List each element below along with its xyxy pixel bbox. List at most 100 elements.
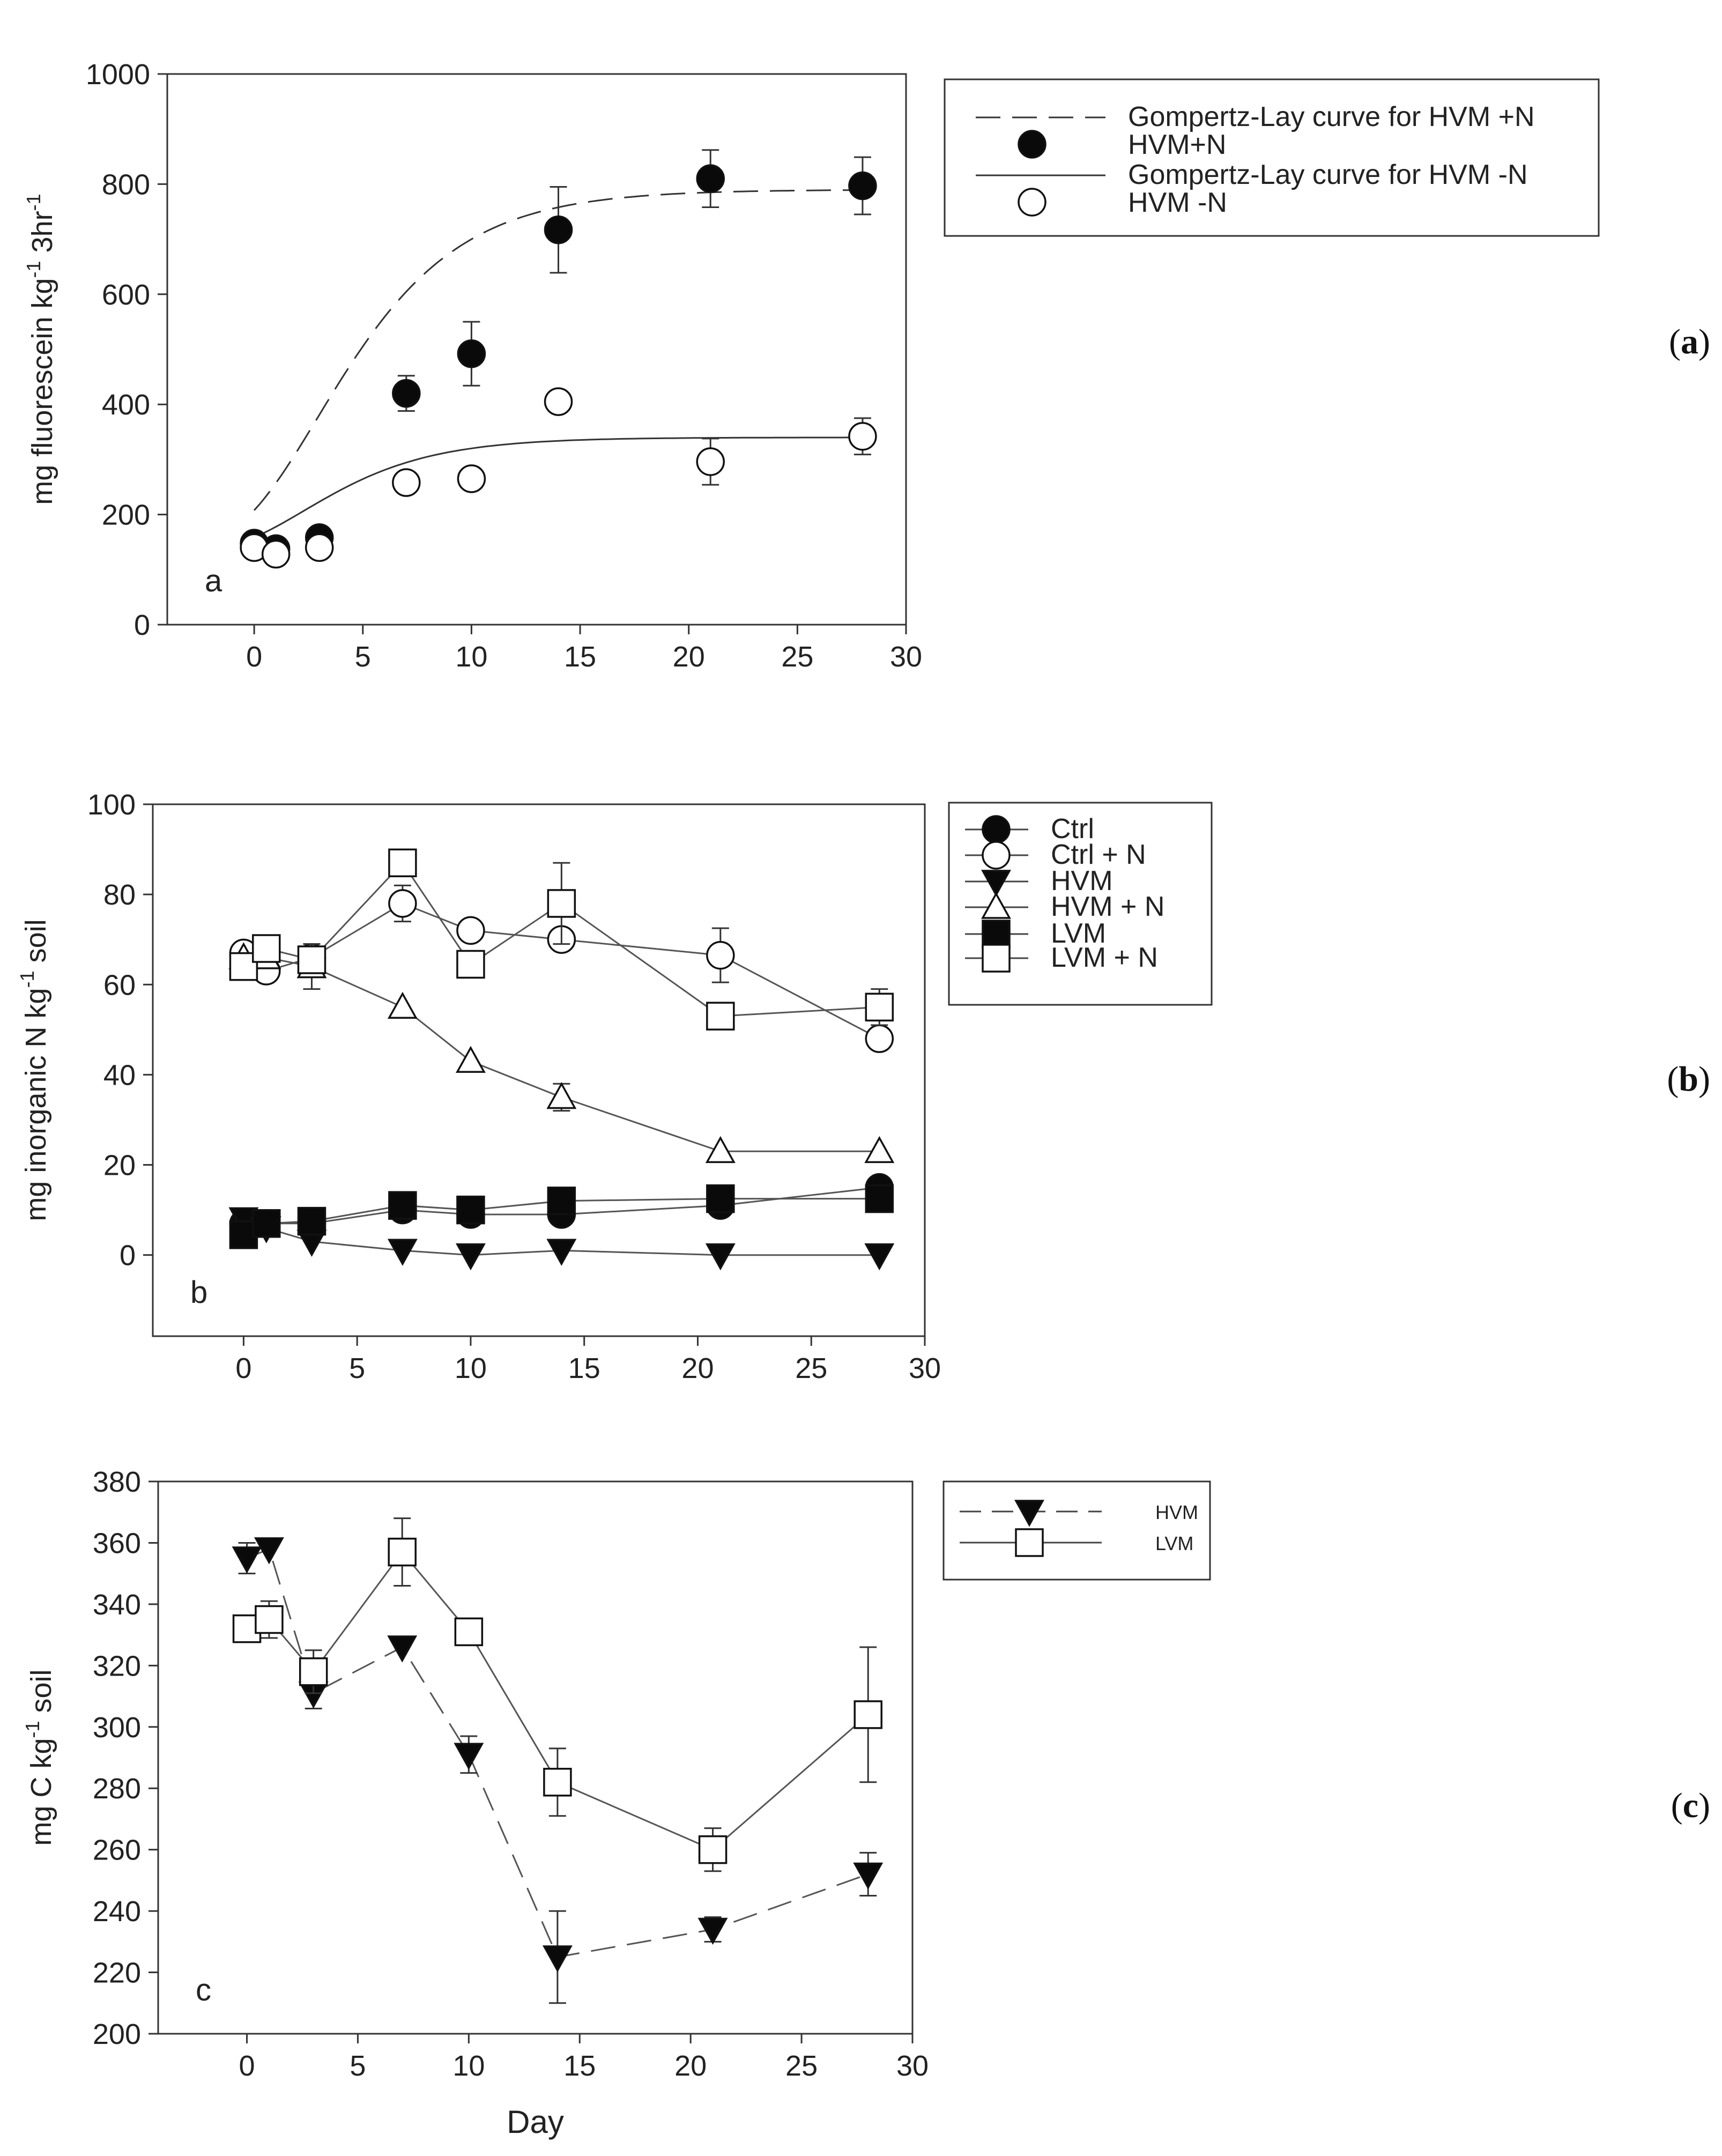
panel-caption-b: (b) [1667,1059,1710,1100]
data-point [456,950,485,979]
y-axis-label-superscript: -1 [21,1721,43,1738]
data-point [853,1700,882,1729]
data-point [392,468,421,497]
y-axis-label-text: mg fluorescein kg [26,278,58,505]
y-tick-label: 600 [102,279,150,311]
data-point [864,1243,895,1271]
data-point [696,447,725,476]
data-point [546,1239,577,1266]
y-tick-label: 240 [93,1895,141,1928]
data-point [696,164,725,193]
y-axis-label-superscript: -1 [16,970,38,988]
data-point [547,1187,576,1216]
panel-caption-a-open: ( [1669,322,1681,361]
y-axis-label: mg C kg-1 soil [21,1669,57,1846]
y-tick-label: 200 [93,2018,141,2050]
data-point [848,171,877,201]
y-tick-label: 20 [103,1150,136,1182]
y-axis-label-text: mg inorganic N kg [20,988,52,1221]
x-tick-label: 0 [246,641,262,673]
data-point [456,916,485,945]
legend-label: HVM [1155,1501,1198,1523]
y-tick-label: 300 [93,1712,141,1744]
data-point [865,1024,894,1053]
x-tick-label: 0 [235,1352,251,1384]
x-tick-label: 30 [909,1352,941,1384]
y-tick-label: 360 [93,1527,141,1559]
y-tick-label: 1000 [86,58,150,91]
legend-marker-symbol [981,892,1011,919]
panel-caption-a-close: ) [1698,322,1710,361]
y-tick-label: 200 [102,499,150,531]
legend-label: HVM -N [1128,187,1227,218]
data-point [546,1081,577,1109]
y-axis-label-text: soil [25,1669,57,1721]
data-point [261,539,291,569]
data-point [456,1195,485,1225]
data-point [706,1184,735,1213]
legend-marker-symbol [1014,1500,1044,1527]
data-point [388,1537,417,1567]
y-axis-label: mg inorganic N kg-1 soil [16,919,52,1221]
panel-caption-b-open: ( [1667,1060,1679,1099]
y-tick-label: 340 [93,1589,141,1621]
data-point [542,1945,573,1973]
data-point [706,940,735,970]
y-tick-label: 380 [93,1466,141,1498]
legend-marker-symbol [1018,188,1046,217]
x-tick-label: 25 [781,641,813,673]
data-point [255,1605,284,1634]
panel-caption-c: (c) [1671,1785,1710,1826]
y-tick-label: 60 [103,969,136,1001]
fitted-curve [254,436,863,538]
plot-frame [166,73,907,626]
y-tick-label: 800 [102,168,150,201]
legend-box [944,78,1600,237]
data-point [305,533,334,562]
y-axis-label-text: mg C kg [25,1738,57,1846]
legend-marker-symbol [982,841,1011,870]
data-point [544,387,573,416]
series-line [246,1547,869,1958]
data-point [697,1917,728,1945]
data-point [865,992,894,1022]
panel-caption-c-close: ) [1698,1786,1710,1825]
y-tick-label: 320 [93,1650,141,1682]
y-tick-label: 260 [93,1834,141,1866]
data-point [388,889,417,918]
data-point [544,215,573,245]
y-axis-label-superscript: -1 [23,194,44,211]
legend-label: LVM + N [1051,942,1158,973]
data-point [252,934,281,963]
data-point [547,889,576,918]
panel-caption-c-letter: c [1682,1786,1699,1825]
data-point [454,1617,484,1647]
y-axis-label-text: soil [20,919,52,970]
data-point [457,339,486,368]
y-tick-label: 0 [120,1240,136,1272]
legend-label: Gompertz-Lay curve for HVM +N [1128,101,1535,132]
x-tick-label: 0 [239,2050,255,2082]
x-tick-label: 20 [673,641,705,673]
data-point [387,1239,418,1266]
x-tick-label: 15 [568,1352,600,1384]
x-tick-label: 20 [681,1352,714,1384]
panel-inset-label: c [196,1973,211,2007]
data-point [848,422,877,451]
data-point [392,379,421,408]
legend-box [942,1480,1211,1581]
data-point [455,1046,486,1073]
legend-label: Ctrl [1051,813,1094,844]
y-tick-label: 100 [87,789,136,821]
chart-panel-c: 0 5 10 15 20 25 30 200 220 240 260 280 300 320 340 360 3… [21,1466,1211,2140]
x-axis-label: Day [507,2104,564,2140]
data-point [387,1635,418,1663]
legend-label: Gompertz-Lay curve for HVM -N [1128,159,1528,190]
x-tick-label: 25 [785,2050,818,2082]
x-tick-label: 30 [896,2050,929,2082]
panel-caption-a: (a) [1669,322,1710,362]
legend-label: Ctrl + N [1051,839,1146,870]
x-tick-label: 5 [355,641,371,673]
data-point [297,1206,326,1236]
legend-marker-symbol [1018,130,1046,159]
